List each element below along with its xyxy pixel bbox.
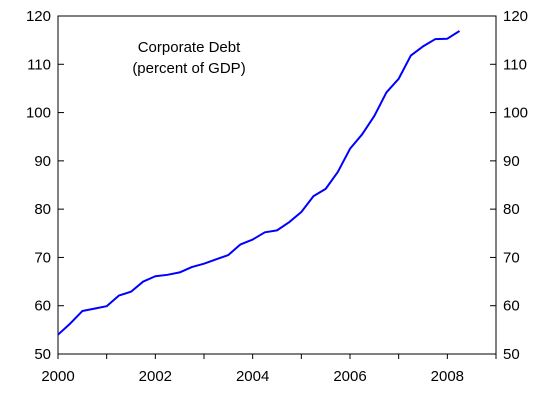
y-tick-label-left: 70 <box>34 249 51 266</box>
series-line <box>57 30 461 336</box>
axis-tick-labels: 50 60 70 80 90 100 110 120 50 60 70 80 90 100 110 120 20… <box>26 8 528 385</box>
x-tick-label: 2002 <box>139 368 172 385</box>
x-tick-label: 2008 <box>431 368 464 385</box>
x-tick-label: 2004 <box>236 368 269 385</box>
x-tick-label: 2000 <box>41 368 74 385</box>
y-tick-label-right: 100 <box>503 105 528 122</box>
y-tick-label-left: 60 <box>34 298 51 315</box>
y-tick-label-left: 100 <box>26 105 51 122</box>
y-tick-label-right: 80 <box>503 201 520 218</box>
chart-subtitle: (percent of GDP) <box>132 60 245 77</box>
x-tick-label: 2006 <box>333 368 366 385</box>
plot-frame <box>57 15 497 355</box>
y-tick-label-right: 110 <box>503 56 527 73</box>
chart-title: Corporate Debt <box>138 39 241 56</box>
y-tick-label-right: 60 <box>503 298 520 315</box>
y-tick-label-left: 110 <box>27 56 51 73</box>
y-tick-label-right: 120 <box>503 8 528 25</box>
y-tick-label-left: 80 <box>34 201 51 218</box>
axis-ticks <box>57 15 497 359</box>
y-tick-label-right: 90 <box>503 153 520 170</box>
y-tick-label-left: 90 <box>34 153 51 170</box>
y-tick-label-left: 50 <box>34 346 51 363</box>
y-tick-label-left: 120 <box>26 8 51 25</box>
y-tick-label-right: 50 <box>503 346 520 363</box>
y-tick-label-right: 70 <box>503 249 520 266</box>
